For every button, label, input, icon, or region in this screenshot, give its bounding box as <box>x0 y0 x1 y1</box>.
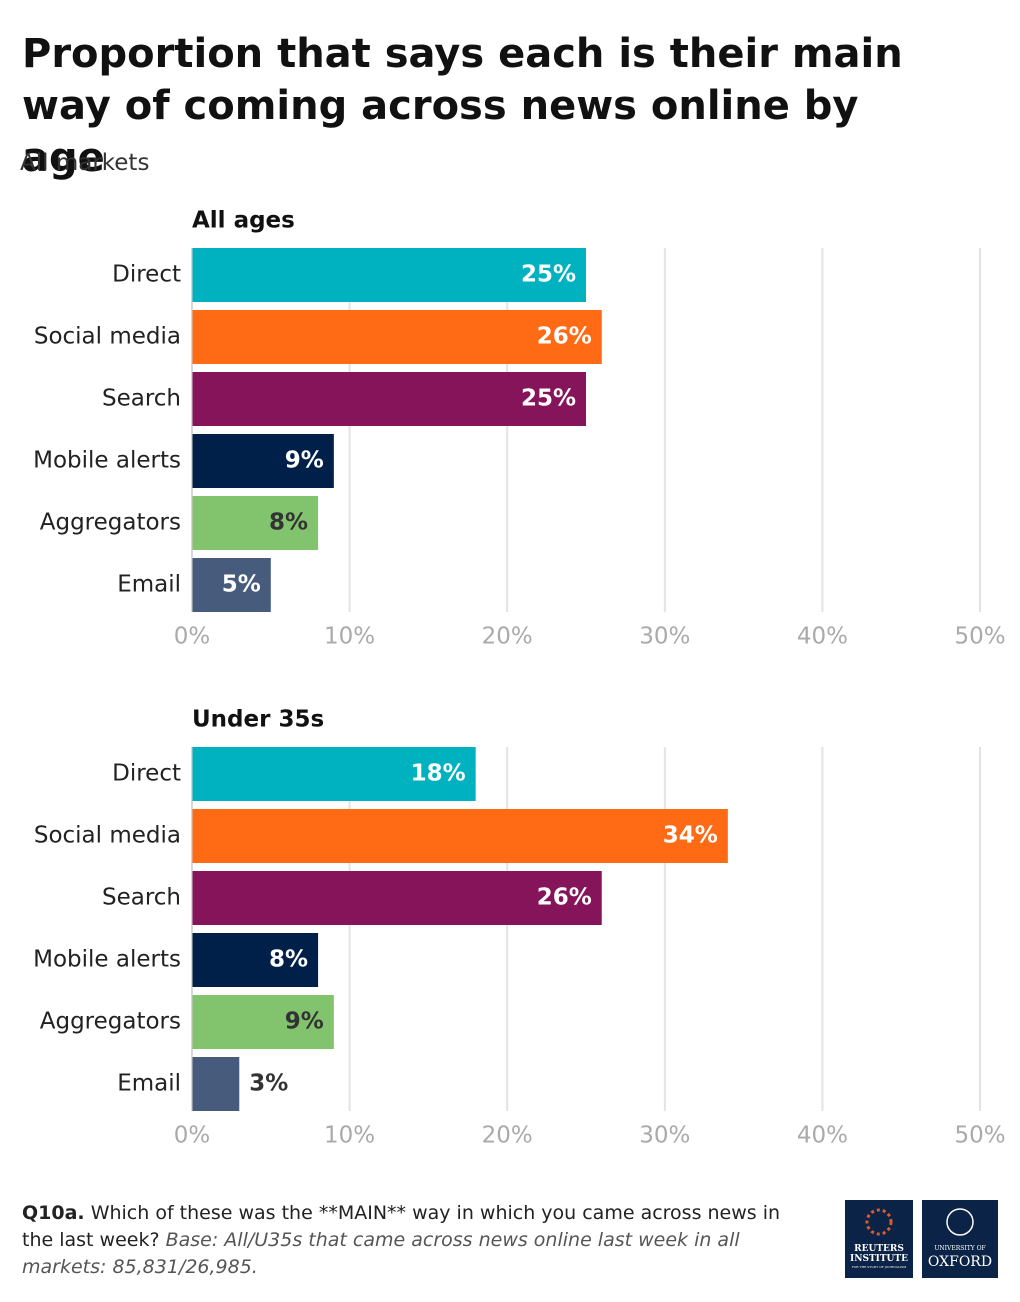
category-label: Email <box>117 1071 181 1097</box>
crest <box>946 1208 974 1236</box>
subtitle: All markets <box>20 150 150 176</box>
logo-text: OXFORD <box>927 1254 993 1270</box>
category-label: Mobile alerts <box>33 448 181 474</box>
category-label: Search <box>102 386 181 412</box>
title: Proportion that says each is their main … <box>22 31 903 181</box>
category-label: Aggregators <box>40 510 181 536</box>
category-label: Direct <box>112 262 181 288</box>
logo-crest <box>946 1208 974 1236</box>
value-label: 5% <box>222 572 261 598</box>
bar <box>192 933 319 987</box>
category-label: Aggregators <box>40 1009 181 1035</box>
bar <box>192 871 602 925</box>
x-tick-label: 10% <box>324 624 375 650</box>
footnote: Q10a. Which of these was the **MAIN** wa… <box>22 1200 812 1281</box>
bar <box>192 248 586 302</box>
bar <box>192 372 586 426</box>
value-label: 8% <box>269 510 308 536</box>
value-label: 34% <box>663 823 718 849</box>
bar <box>192 995 334 1049</box>
logo-icon <box>865 1208 893 1236</box>
value-label: 18% <box>411 761 466 787</box>
x-tick-label: 30% <box>639 624 690 650</box>
logo-text: REUTERS INSTITUTE <box>850 1244 908 1264</box>
category-label: Direct <box>112 761 181 787</box>
x-tick-label: 50% <box>954 1123 1005 1149</box>
category-label: Social media <box>34 823 181 849</box>
bar <box>192 747 476 801</box>
bar <box>192 558 271 612</box>
bar <box>192 310 602 364</box>
x-tick-label: 20% <box>482 1123 533 1149</box>
logo-subtext: FOR THE STUDY OF JOURNALISM <box>851 1265 907 1269</box>
value-label: 9% <box>285 1009 324 1035</box>
oxford-logo: UNIVERSITY OF OXFORD <box>922 1200 998 1278</box>
category-label: Search <box>102 885 181 911</box>
question: Which of these was the **MAIN** way in w… <box>22 1202 781 1251</box>
bar <box>192 809 728 863</box>
category-label: Email <box>117 572 181 598</box>
x-tick-label: 40% <box>797 1123 848 1149</box>
x-tick-label: 20% <box>482 624 533 650</box>
x-tick-label: 0% <box>174 624 211 650</box>
value-label: 25% <box>521 262 576 288</box>
value-label: 26% <box>537 324 592 350</box>
category-label: Social media <box>34 324 181 350</box>
value-label: 8% <box>269 947 308 973</box>
bar <box>192 496 319 550</box>
bar <box>192 1057 240 1111</box>
panel-title: Under 35s <box>192 707 324 733</box>
value-label: 3% <box>249 1071 288 1097</box>
x-tick-label: 40% <box>797 624 848 650</box>
panel-title: All ages <box>192 208 295 234</box>
x-tick-label: 50% <box>954 624 1005 650</box>
logo-text: UNIVERSITY OF <box>934 1245 986 1252</box>
value-label: 9% <box>285 448 324 474</box>
value-label: 26% <box>537 885 592 911</box>
question-id: Q10a. <box>22 1202 85 1224</box>
base: Base: All/U35s that came across news onl… <box>22 1229 740 1278</box>
category-label: Mobile alerts <box>33 947 181 973</box>
x-tick-label: 10% <box>324 1123 375 1149</box>
bar <box>192 434 334 488</box>
charts: All ages 0% 10% 20% 30% 40% 50% Direct 25% Social… <box>33 208 1005 1149</box>
logo-circle <box>865 1208 893 1236</box>
x-tick-label: 30% <box>639 1123 690 1149</box>
value-label: 25% <box>521 386 576 412</box>
reuters-logo: REUTERS INSTITUTE FOR THE STUDY OF JOURN… <box>845 1200 913 1278</box>
x-tick-label: 0% <box>174 1123 211 1149</box>
